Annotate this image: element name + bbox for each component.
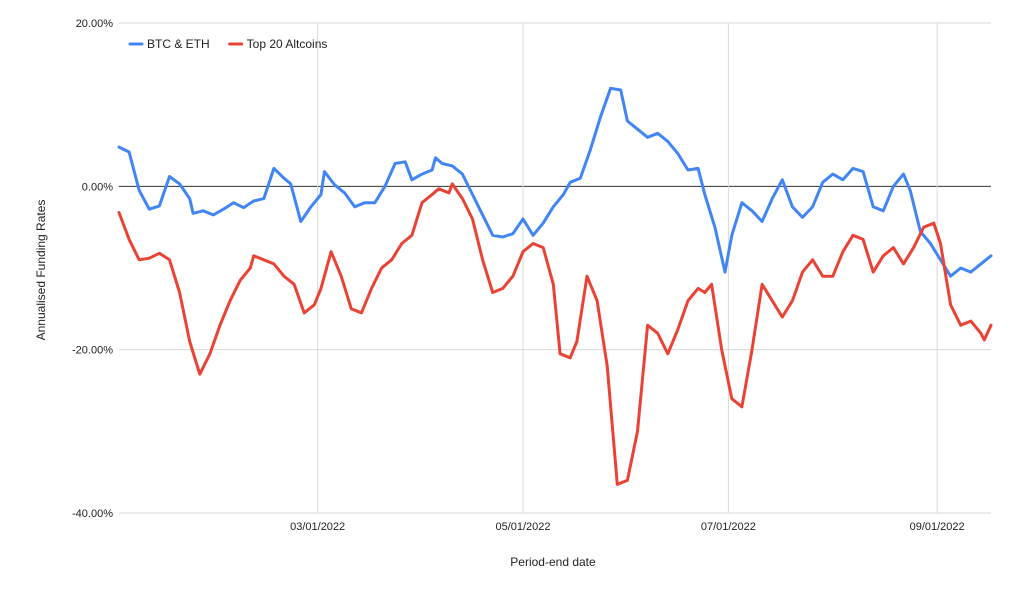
x-tick-label: 03/01/2022 (290, 521, 345, 533)
y-tick-label: -20.00% (72, 345, 113, 357)
legend: BTC & ETH Top 20 Altcoins (128, 37, 328, 51)
tick-labels: 20.00% 0.00% -20.00% -40.00% 03/01/2022 05/01… (72, 18, 965, 533)
y-axis-title: Annualised Funding Rates (34, 200, 48, 341)
series-line-top20-altcoins (117, 182, 993, 486)
x-tick-label: 05/01/2022 (495, 521, 550, 533)
x-tick-label: 09/01/2022 (910, 521, 965, 533)
grid-layer (119, 22, 991, 514)
legend-label: Top 20 Altcoins (247, 37, 328, 51)
y-tick-label: 0.00% (82, 181, 113, 193)
y-tick-label: -40.00% (72, 508, 113, 520)
legend-label: BTC & ETH (147, 37, 210, 51)
y-tick-label: 20.00% (76, 18, 114, 30)
x-axis-title: Period-end date (510, 555, 596, 569)
series-line-btc-eth (117, 86, 993, 278)
x-tick-label: 07/01/2022 (701, 521, 756, 533)
series-lines (117, 86, 993, 486)
